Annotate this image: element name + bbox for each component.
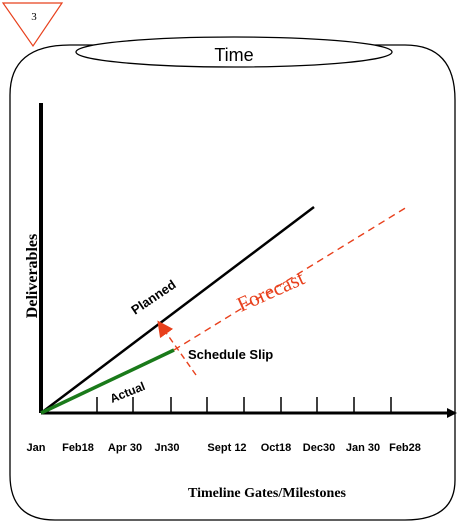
tick-label: Feb18 [62,442,94,454]
actual-label: Actual [108,379,147,406]
badge-triangle [1,2,64,48]
planned-line [40,206,315,414]
tick-label: Jan [27,442,46,454]
forecast-label: Forecast [233,266,308,317]
actual-line [40,348,175,415]
frame-border [9,44,456,521]
planned-label: Planned [128,277,178,318]
forecast-line [173,206,408,351]
x-axis-ticks [96,397,392,413]
badge-number: 3 [31,11,37,23]
tick-label: Sept 12 [207,442,246,454]
tick-label: Feb28 [389,442,421,454]
schedule-slip-label: Schedule Slip [188,347,273,362]
header-title: Time [214,45,253,65]
tick-label: Dec30 [303,442,335,454]
tick-label: Oct18 [261,442,292,454]
x-axis-label: Timeline Gates/Milestones [188,486,347,501]
y-axis-label: Deliverables [24,234,41,318]
tick-label: Jn30 [154,442,179,454]
tick-label: Apr 30 [108,442,142,454]
header-ellipse [75,36,393,68]
tick-label: Jan 30 [346,442,380,454]
x-axis-tick-labels: Jan Feb18 Apr 30 Jn30 Sept 12 Oct18 Dec3… [27,442,421,454]
